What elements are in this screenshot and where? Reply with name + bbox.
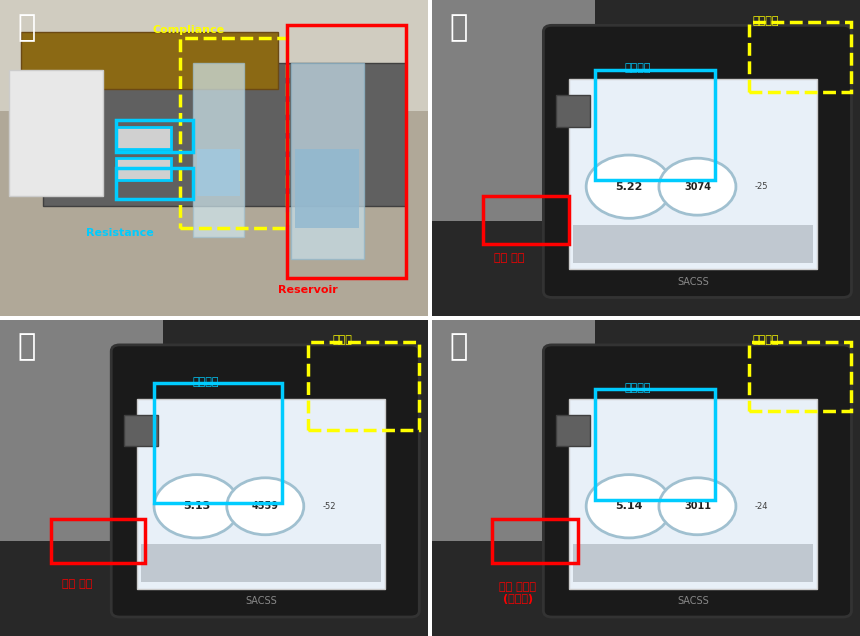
Bar (432, 0, 595, 221)
Bar (556, 95, 591, 127)
Bar (115, 127, 171, 149)
Bar (137, 399, 385, 588)
Text: 정상부하: 정상부하 (752, 335, 779, 345)
Text: 라: 라 (449, 332, 468, 361)
Text: 과부하: 과부하 (332, 335, 353, 345)
Text: 전원 미연결
(무전원): 전원 미연결 (무전원) (499, 582, 537, 604)
FancyBboxPatch shape (544, 25, 851, 298)
Text: 전원 연결: 전원 연결 (494, 253, 525, 263)
Bar (569, 399, 817, 588)
Circle shape (227, 478, 304, 535)
Bar (154, 383, 282, 503)
Text: -25: -25 (755, 182, 768, 191)
Circle shape (587, 155, 672, 218)
Bar (0, 0, 428, 111)
FancyBboxPatch shape (544, 345, 851, 617)
Bar (115, 158, 171, 181)
Bar (180, 38, 286, 228)
Text: 5.14: 5.14 (615, 501, 642, 511)
Bar (569, 79, 817, 269)
Bar (483, 196, 569, 244)
Bar (115, 168, 193, 199)
Circle shape (659, 478, 736, 535)
Text: SACSS: SACSS (678, 277, 709, 287)
Bar (749, 22, 851, 92)
Bar (595, 389, 715, 500)
Bar (124, 415, 158, 446)
Bar (115, 120, 193, 152)
Circle shape (587, 474, 672, 538)
Text: 5.22: 5.22 (615, 182, 642, 191)
Bar (556, 415, 591, 446)
Text: 나: 나 (449, 13, 468, 41)
Bar (595, 69, 715, 181)
Circle shape (154, 474, 240, 538)
Text: SACSS: SACSS (678, 596, 709, 606)
Bar (193, 64, 244, 237)
Bar (43, 64, 407, 205)
Text: -24: -24 (755, 502, 768, 511)
Text: 3011: 3011 (684, 501, 711, 511)
Bar (52, 519, 145, 563)
Bar (9, 69, 102, 196)
Text: SACSS: SACSS (245, 596, 277, 606)
Text: 가: 가 (17, 13, 35, 41)
Bar (291, 64, 364, 259)
FancyBboxPatch shape (111, 345, 420, 617)
Text: 4559: 4559 (252, 501, 279, 511)
Text: -52: -52 (322, 502, 336, 511)
Bar (141, 544, 381, 582)
Bar (295, 149, 359, 228)
Text: 정상유량: 정상유량 (624, 64, 651, 73)
Circle shape (659, 158, 736, 215)
Text: 전원 연결: 전원 연결 (62, 579, 92, 589)
Bar (286, 25, 407, 279)
Bar (197, 149, 240, 196)
Text: 3074: 3074 (684, 182, 711, 191)
Bar (574, 225, 813, 263)
Text: Compliance: Compliance (152, 25, 224, 36)
Bar (749, 342, 851, 411)
Text: 다: 다 (17, 332, 35, 361)
Text: 정상유량: 정상유량 (624, 383, 651, 393)
Bar (574, 544, 813, 582)
Bar (432, 319, 595, 541)
Bar (492, 519, 578, 563)
Bar (308, 342, 420, 431)
Bar (0, 319, 163, 541)
Text: Reservoir: Reservoir (278, 285, 338, 294)
Bar (22, 32, 278, 88)
Text: 5.13: 5.13 (183, 501, 211, 511)
Text: 정상부하: 정상부하 (752, 16, 779, 26)
Text: Resistance: Resistance (86, 228, 154, 238)
Text: 정상유량: 정상유량 (192, 377, 218, 387)
